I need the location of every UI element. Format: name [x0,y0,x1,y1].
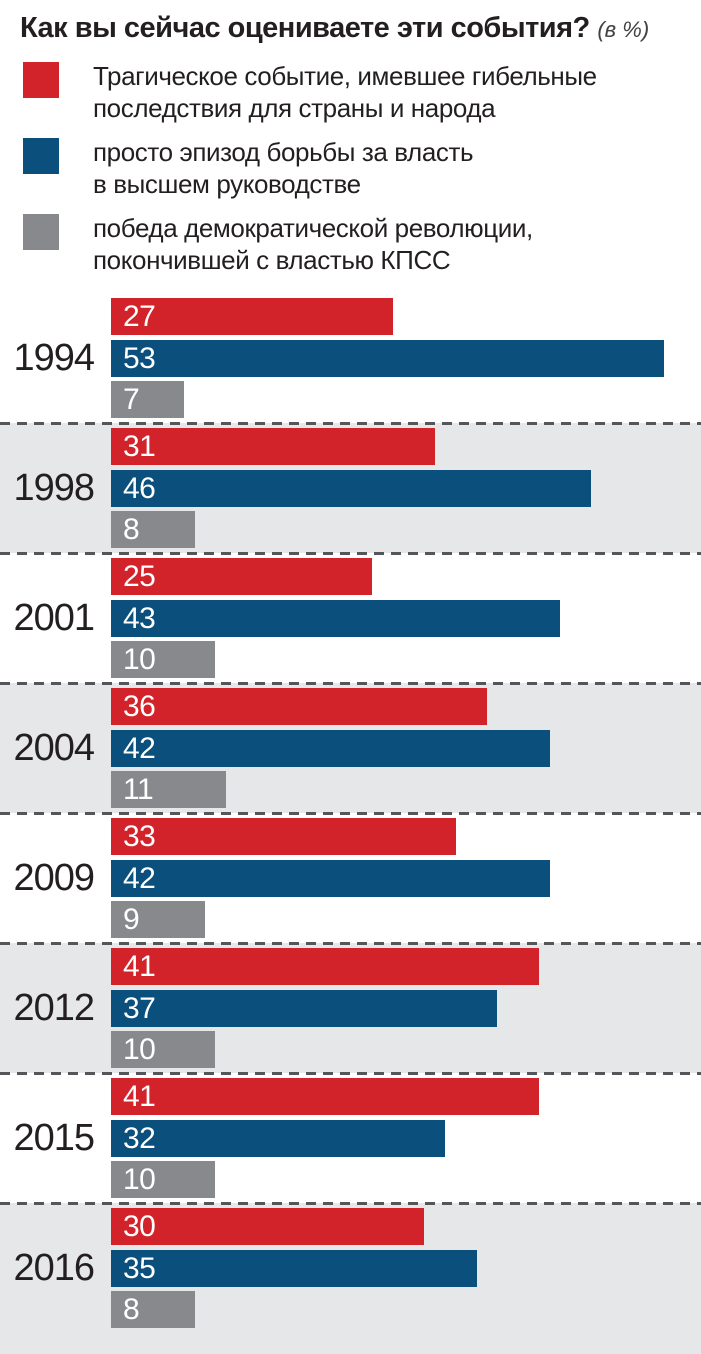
legend: Трагическое событие, имевшее гибельные п… [20,60,683,278]
bar-democratic-victory: 8 [111,511,195,548]
year-row: 2016 30 35 8 [0,1202,701,1354]
bar-value: 31 [123,430,156,463]
bar-power-struggle: 53 [111,340,665,377]
bar-group: 31 46 8 [111,423,701,553]
year-row: 2004 36 42 11 [0,682,701,813]
year-label: 1998 [13,466,95,509]
chart-title-unit: (в %) [597,17,650,42]
bar-value: 32 [123,1122,156,1155]
year-column: 2012 [0,943,111,1073]
legend-item-power-struggle: просто эпизод борьбы за власть в высшем … [23,136,683,202]
legend-item-democratic-victory: победа демократической революции, поконч… [23,212,683,278]
year-column: 2016 [0,1203,111,1333]
bar-democratic-victory: 7 [111,381,185,418]
bar-group: 25 43 10 [111,553,701,683]
bar-value: 42 [123,732,156,765]
bar-tragic: 36 [111,688,487,725]
bar-value: 8 [123,513,140,546]
bar-value: 27 [123,300,156,333]
bar-power-struggle: 43 [111,600,561,637]
bar-democratic-victory: 9 [111,901,205,938]
bar-value: 11 [123,773,154,806]
bar-value: 10 [123,643,156,676]
bar-group: 41 37 10 [111,943,701,1073]
year-label: 2015 [13,1116,95,1159]
bar-democratic-victory: 8 [111,1291,195,1328]
year-column: 2009 [0,813,111,943]
bar-value: 41 [123,950,156,983]
year-row: 2001 25 43 10 [0,552,701,683]
bar-value: 41 [123,1080,156,1113]
bar-group: 36 42 11 [111,683,701,813]
year-label: 2012 [13,986,95,1029]
bar-power-struggle: 37 [111,990,498,1027]
year-column: 2001 [0,553,111,683]
bar-value: 30 [123,1210,156,1243]
year-column: 1994 [0,293,111,423]
bar-tragic: 33 [111,818,456,855]
bar-value: 37 [123,992,156,1025]
bar-value: 7 [123,383,140,416]
year-row: 2015 41 32 10 [0,1072,701,1203]
year-column: 2015 [0,1073,111,1203]
bar-democratic-victory: 10 [111,1161,216,1198]
bar-group: 41 32 10 [111,1073,701,1203]
bar-value: 9 [123,903,140,936]
legend-label: Трагическое событие, имевшее гибельные п… [93,61,597,124]
year-row: 1994 27 53 7 [0,293,701,423]
bar-tragic: 31 [111,428,435,465]
year-label: 2004 [13,726,95,769]
bar-democratic-victory: 11 [111,771,226,808]
header: Как вы сейчас оцениваете эти события? (в… [0,0,701,293]
bar-value: 10 [123,1033,156,1066]
bar-value: 10 [123,1163,156,1196]
bar-value: 35 [123,1252,156,1285]
bar-power-struggle: 32 [111,1120,446,1157]
year-column: 1998 [0,423,111,553]
bar-democratic-victory: 10 [111,641,216,678]
bar-value: 25 [123,560,156,593]
bar-value: 42 [123,862,156,895]
legend-label: просто эпизод борьбы за власть в высшем … [93,137,474,200]
bar-tragic: 41 [111,1078,540,1115]
bar-group: 27 53 7 [111,293,701,423]
bar-group: 33 42 9 [111,813,701,943]
bar-group: 30 35 8 [111,1203,701,1354]
bar-value: 53 [123,342,156,375]
bar-power-struggle: 46 [111,470,592,507]
year-label: 2009 [13,856,95,899]
year-label: 2001 [13,596,95,639]
chart-title: Как вы сейчас оцениваете эти события? (в… [20,10,683,46]
chart-title-text: Как вы сейчас оцениваете эти события? [20,12,590,44]
year-row: 2009 33 42 9 [0,812,701,943]
bar-value: 33 [123,820,156,853]
bar-tragic: 27 [111,298,393,335]
bar-power-struggle: 35 [111,1250,477,1287]
bar-value: 36 [123,690,156,723]
legend-label: победа демократической революции, поконч… [93,213,533,276]
bar-power-struggle: 42 [111,860,550,897]
year-label: 2016 [13,1246,95,1289]
legend-swatch-gray [23,214,59,251]
bar-tragic: 25 [111,558,373,595]
bar-power-struggle: 42 [111,730,550,767]
year-row: 1998 31 46 8 [0,422,701,553]
bar-value: 46 [123,472,156,505]
bar-value: 8 [123,1293,140,1326]
legend-item-tragic: Трагическое событие, имевшее гибельные п… [23,60,683,126]
year-column: 2004 [0,683,111,813]
year-label: 1994 [13,336,95,379]
bar-value: 43 [123,602,156,635]
legend-swatch-red [23,62,59,99]
bar-chart: 1994 27 53 7 1998 31 46 8 [0,293,701,1354]
legend-swatch-blue [23,138,59,175]
year-row: 2012 41 37 10 [0,942,701,1073]
bar-democratic-victory: 10 [111,1031,216,1068]
bar-tragic: 41 [111,948,540,985]
bar-tragic: 30 [111,1208,425,1245]
